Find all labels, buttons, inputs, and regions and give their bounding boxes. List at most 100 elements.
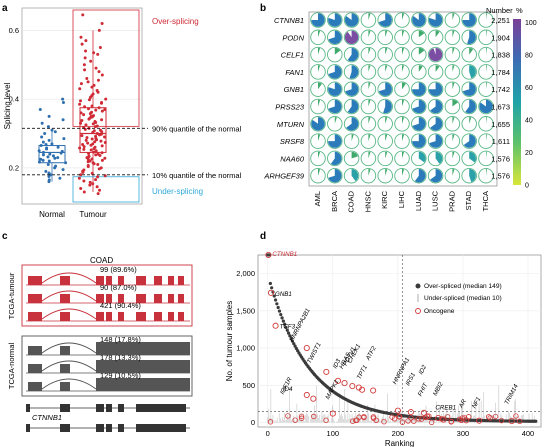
pie-slice (452, 99, 458, 107)
over-spliced-point (268, 281, 272, 286)
pie-slice (435, 151, 443, 164)
data-point (64, 161, 68, 165)
junction-count-label: 129 (10.5%) (100, 371, 141, 380)
oncogene-marker (334, 377, 342, 384)
pie-slice (452, 47, 455, 55)
tick-label-y: 0 (251, 418, 255, 427)
legend-over-label: Over-spliced (median 149) (424, 283, 502, 290)
oncogene-marker (349, 418, 356, 424)
data-point (79, 111, 83, 115)
data-point (37, 160, 41, 164)
pie-slice (486, 13, 487, 20)
panel-a-ylabel: Splicing level (3, 82, 12, 129)
coverage-block (136, 294, 146, 303)
data-point (56, 145, 60, 149)
data-point (61, 101, 65, 105)
tick-label-y: 1,500 (236, 306, 255, 315)
data-point (95, 138, 99, 142)
cancer-label: HNSC (363, 190, 372, 212)
cancer-label: KIRC (380, 190, 389, 209)
oncogene-marker (476, 417, 483, 424)
pie-slice (318, 169, 321, 176)
over-spliced-point (289, 336, 293, 341)
data-point (78, 102, 82, 106)
coverage-block (118, 294, 124, 303)
number-label: 2,251 (491, 16, 510, 25)
gene-label: GNB1 (284, 85, 304, 94)
oncogene-marker (298, 413, 305, 419)
data-point (37, 149, 41, 153)
gene-exon (136, 424, 186, 432)
pie-slice (402, 30, 405, 38)
oncogene-marker (267, 289, 275, 296)
pie-slice (318, 99, 321, 107)
legend-number-title: Number (486, 6, 513, 15)
data-point (91, 182, 95, 186)
data-point (93, 140, 97, 144)
pie-slice (311, 117, 325, 131)
pie-slice (385, 169, 388, 176)
data-point (81, 143, 85, 147)
pie-slice (418, 151, 426, 163)
data-point (90, 115, 94, 119)
oncogene-marker (456, 416, 463, 423)
oncogene-marker (299, 415, 305, 421)
over-spliced-point (286, 331, 291, 335)
number-label: 1,784 (491, 68, 510, 77)
pie-slice (430, 117, 443, 131)
data-point (103, 156, 107, 160)
data-point (97, 133, 101, 137)
pie-slice (318, 82, 322, 90)
oncogene-marker (513, 413, 519, 419)
data-point (87, 117, 91, 121)
tumour-track-frame (21, 264, 193, 327)
sashimi-group-label: COAD (90, 256, 113, 265)
box (38, 145, 66, 164)
data-point (89, 59, 93, 63)
data-point (88, 180, 92, 184)
junction-arc (41, 378, 97, 390)
data-point (42, 150, 46, 154)
oncogene-marker (397, 414, 403, 420)
data-point (96, 90, 100, 94)
data-point (100, 21, 104, 25)
pie-slice (402, 13, 405, 20)
over-spliced-point (534, 419, 538, 423)
data-point (82, 63, 86, 67)
data-point (79, 173, 83, 177)
oncogene-label: ID3 (332, 357, 343, 369)
oncogene-marker (267, 419, 274, 425)
pie-slice (351, 151, 358, 159)
data-point (85, 136, 89, 140)
gene-exon (60, 424, 70, 432)
data-point (97, 167, 101, 171)
coverage-block (178, 276, 184, 285)
over-spliced-point (276, 305, 280, 310)
pie-slice (402, 169, 405, 176)
coverage-block (96, 342, 190, 355)
pie-slice (345, 82, 359, 96)
data-point (53, 156, 57, 160)
data-point (87, 98, 91, 102)
cancer-label: STAD (464, 190, 473, 210)
pie-slice (414, 169, 426, 183)
over-spliced-point (290, 339, 295, 343)
pie-slice (402, 99, 405, 107)
oncogene-label: TPT1 (356, 364, 369, 381)
coverage-block (96, 360, 190, 373)
data-point (89, 148, 93, 152)
pie-slice (334, 117, 337, 124)
over-spliced-point (275, 302, 279, 306)
oncogene-marker (359, 386, 366, 393)
gene-exon (106, 404, 112, 412)
coverage-block (96, 312, 104, 321)
oncogene-marker (323, 417, 329, 424)
panel-b: CTNNB1 PODN CELF1 FAN1 GNB1 PRSS23 MTURN SRSF8 N… (263, 6, 536, 213)
oncogene-marker (444, 414, 451, 420)
pie-slice (428, 82, 443, 96)
pie-slice (368, 30, 371, 38)
gene-label: ARHGEF39 (263, 172, 304, 181)
oncogene-marker (389, 414, 395, 420)
data-point (97, 28, 101, 32)
